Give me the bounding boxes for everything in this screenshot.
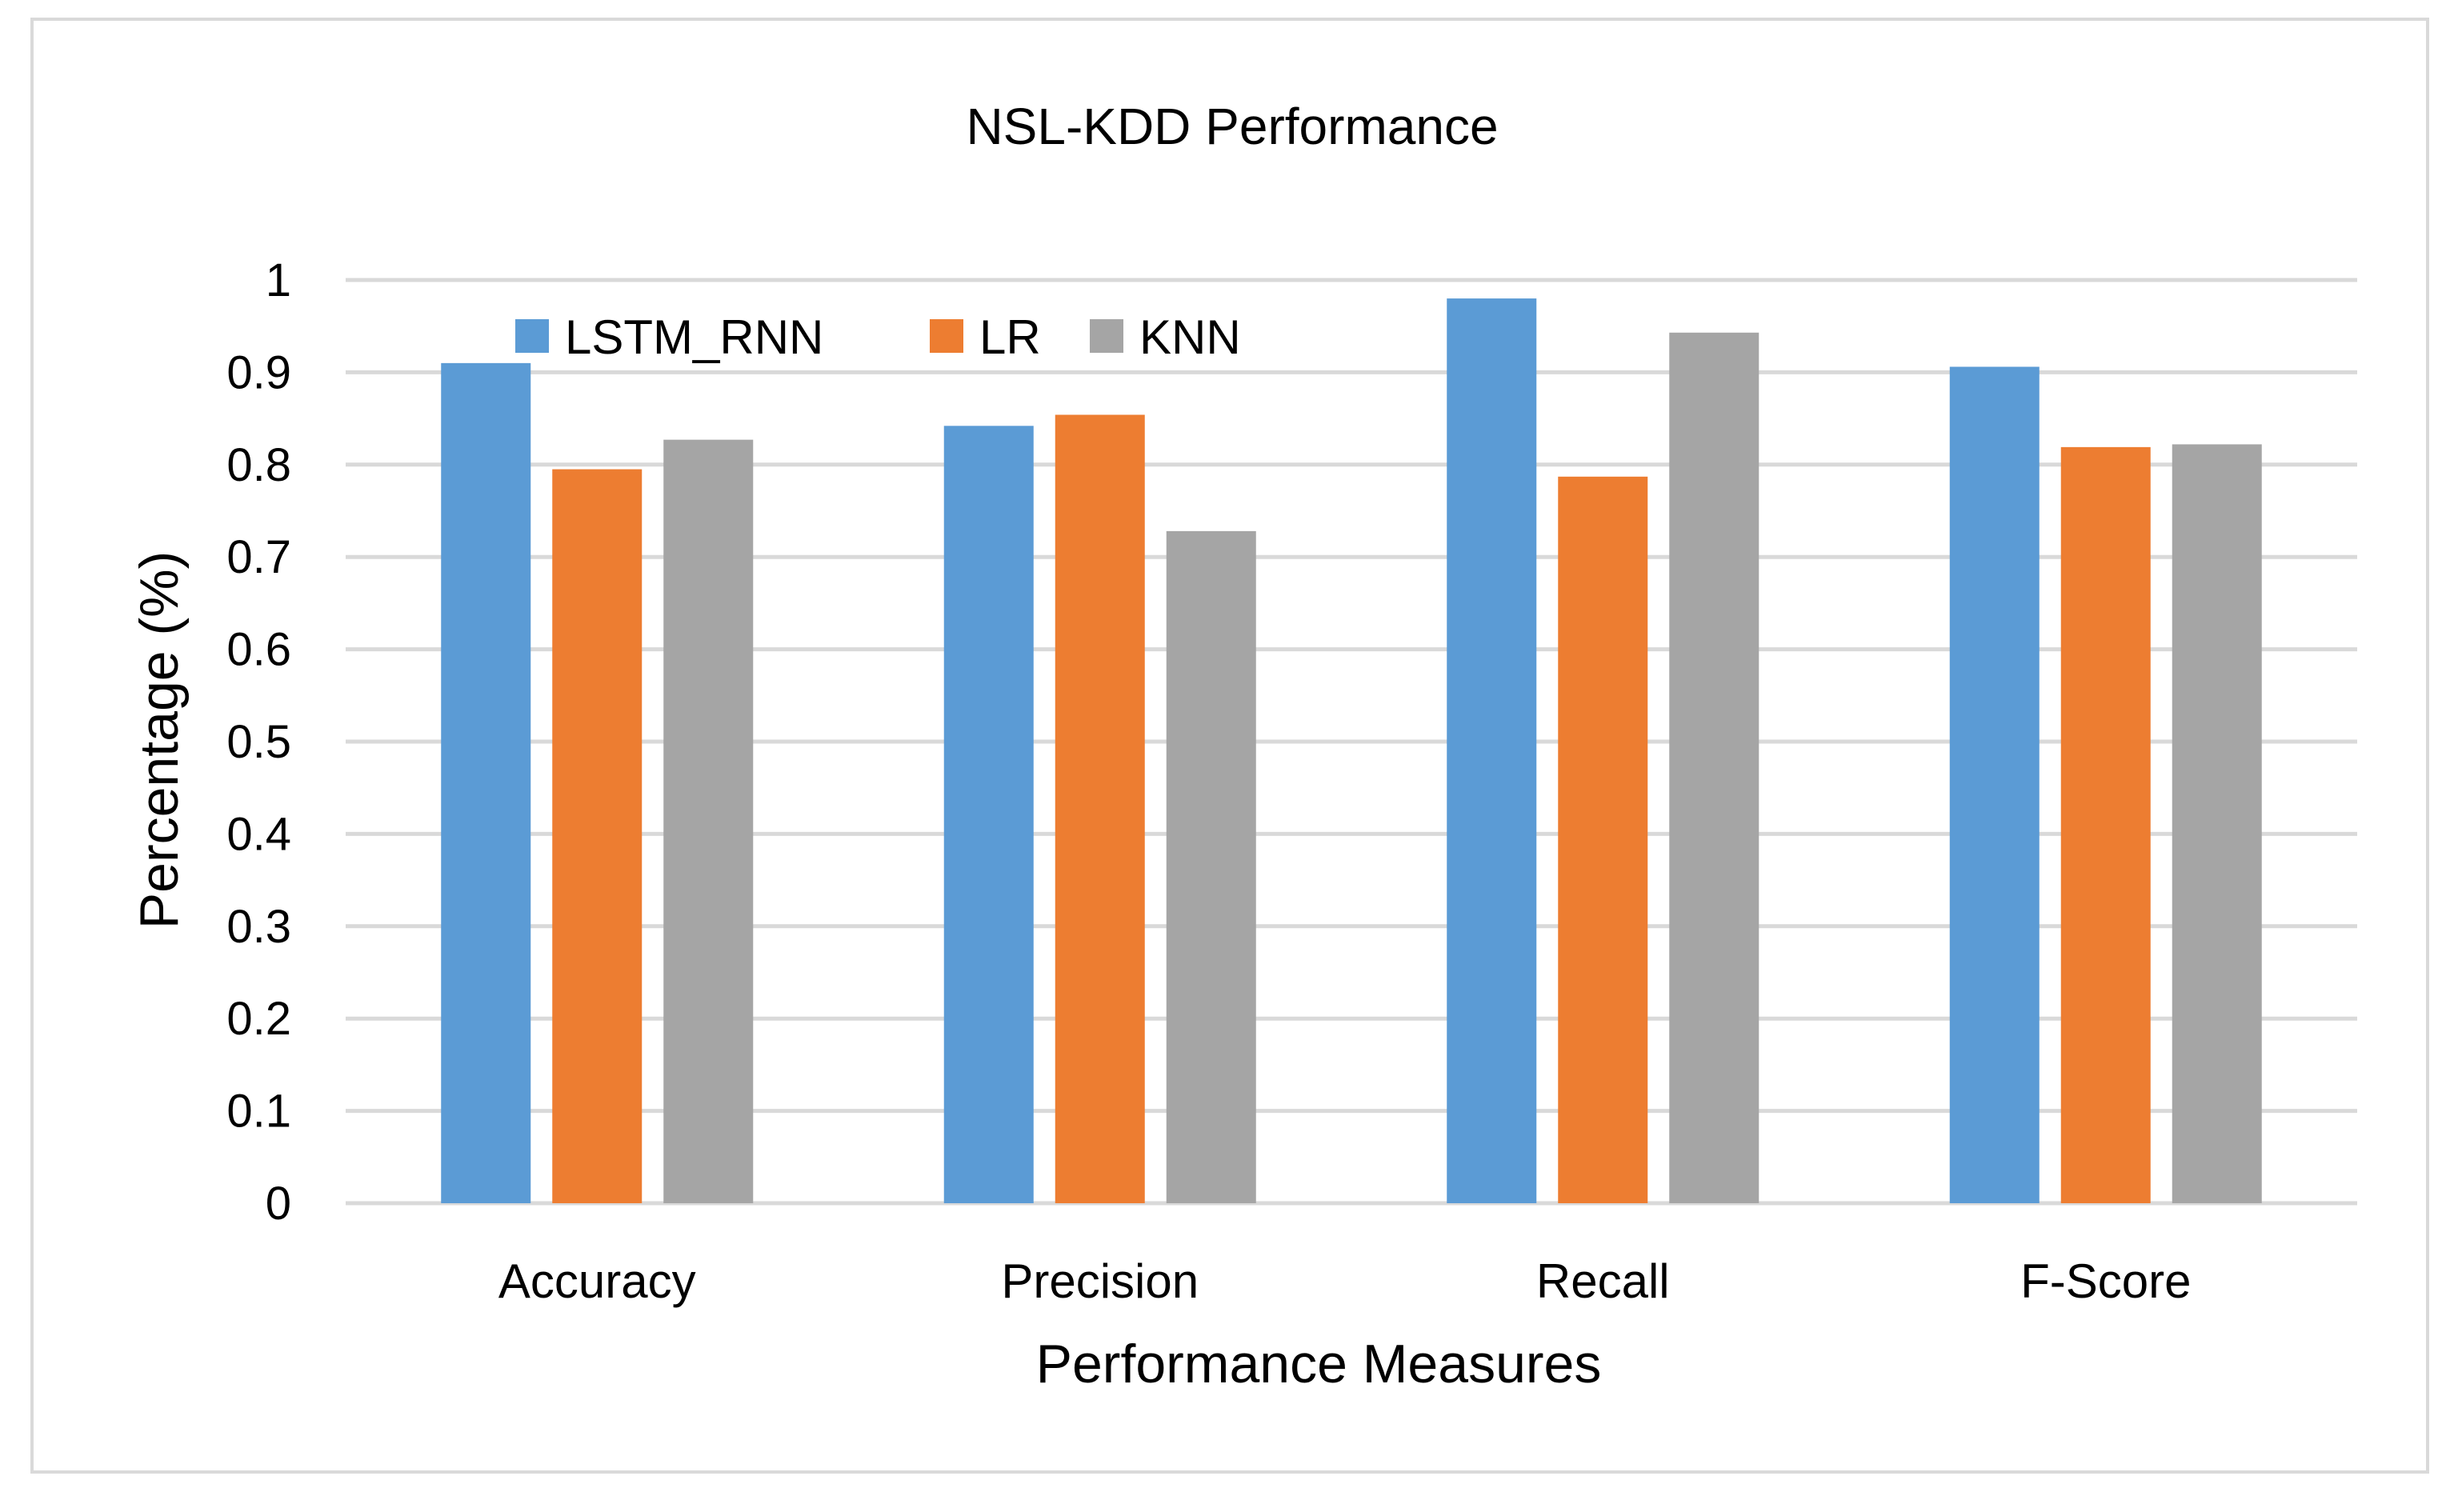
x-tick-label: Recall [1536, 1254, 1670, 1308]
bar-lstm_rnn-accuracy [441, 362, 531, 1203]
bar-lr-f-score [2060, 446, 2151, 1203]
bar-knn-f-score [2172, 444, 2262, 1203]
y-tick-label: 0 [266, 1178, 291, 1230]
legend-swatch-knn [1090, 319, 1123, 353]
y-tick-label: 0.8 [226, 439, 291, 491]
y-tick-label: 0.1 [226, 1086, 291, 1138]
bar-knn-accuracy [663, 439, 754, 1203]
y-tick-label: 0.7 [226, 531, 291, 583]
y-tick-label: 0.3 [226, 901, 291, 953]
x-tick-label: F-Score [2020, 1254, 2191, 1308]
bar-knn-precision [1166, 530, 1256, 1203]
legend-label-lr: LR [979, 310, 1041, 364]
bar-lr-accuracy [552, 469, 643, 1203]
legend-swatch-lr [930, 319, 963, 353]
bars [441, 298, 2262, 1204]
x-tick-label: Accuracy [498, 1254, 696, 1308]
bar-lstm_rnn-recall [1447, 298, 1537, 1204]
y-tick-label: 0.6 [226, 624, 291, 676]
y-tick-label: 0.2 [226, 993, 291, 1045]
bar-lstm_rnn-precision [943, 426, 1034, 1203]
chart-title: NSL-KDD Performance [966, 98, 1498, 155]
legend-label-knn: KNN [1139, 310, 1241, 364]
bar-lr-recall [1558, 476, 1648, 1203]
legend: LSTM_RNN LR KNN [515, 310, 1241, 364]
bar-lr-precision [1055, 414, 1145, 1203]
bar-lstm_rnn-f-score [1949, 366, 2040, 1203]
y-tick-label: 1 [266, 254, 291, 306]
y-tick-label: 0.5 [226, 716, 291, 768]
y-tick-label: 0.4 [226, 808, 291, 860]
legend-swatch-lstm_rnn [515, 319, 549, 353]
legend-label-lstm_rnn: LSTM_RNN [565, 310, 823, 364]
x-axis-title: Performance Measures [1036, 1334, 1602, 1394]
y-axis-title: Percentage (%) [129, 551, 190, 929]
x-tick-label: Precision [1001, 1254, 1199, 1308]
bar-knn-recall [1669, 332, 1759, 1203]
y-tick-label: 0.9 [226, 346, 291, 398]
axes: 0 0.1 0.2 0.3 0.4 0.5 0.6 0.7 0.8 0.9 1 Accuracy Pre… [226, 254, 2191, 1308]
gridlines [346, 278, 2357, 1206]
